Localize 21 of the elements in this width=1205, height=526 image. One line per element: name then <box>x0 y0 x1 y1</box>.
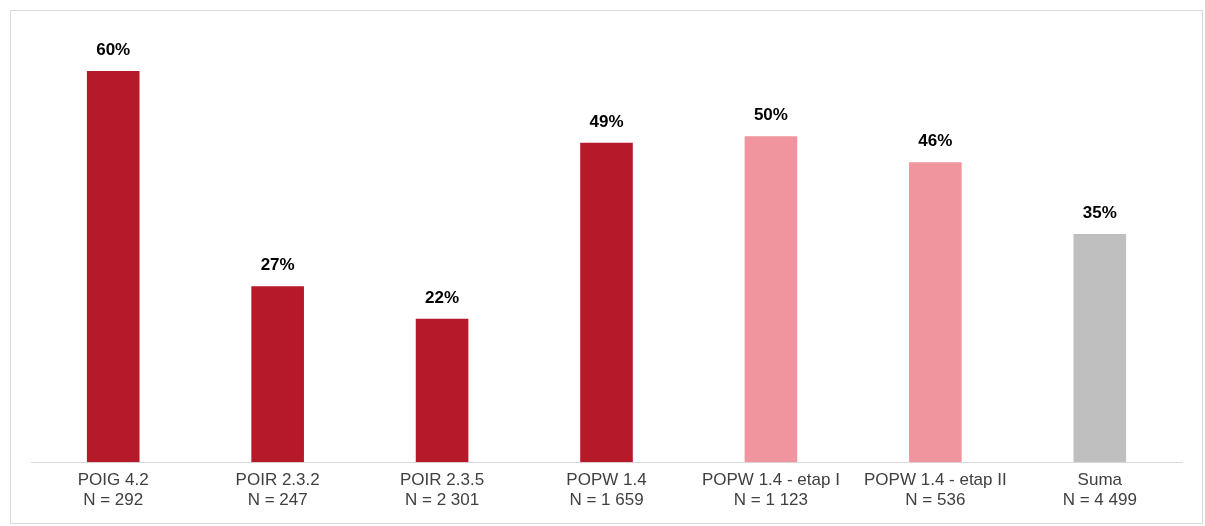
data-label: 50% <box>753 105 788 125</box>
bar <box>744 136 798 463</box>
x-tick-label: POIG 4.2 N = 292 <box>77 470 149 510</box>
data-label: 49% <box>589 111 624 131</box>
bar <box>415 318 469 463</box>
bar <box>1073 234 1127 463</box>
x-tick-label: Suma N = 4 499 <box>1062 470 1137 510</box>
data-label: 35% <box>1082 203 1117 223</box>
data-label: 27% <box>260 255 295 275</box>
data-label: 22% <box>425 287 460 307</box>
data-label: 46% <box>918 131 953 151</box>
x-tick-label: POIR 2.3.2 N = 247 <box>235 470 320 510</box>
x-tick-label: POPW 1.4 N = 1 659 <box>566 470 647 510</box>
x-tick-label: POPW 1.4 - etap II N = 536 <box>864 470 1007 510</box>
bar <box>580 142 633 463</box>
x-tick-label: POIR 2.3.5 N = 2 301 <box>400 470 485 510</box>
x-tick-label: POPW 1.4 - etap I N = 1 123 <box>701 470 840 510</box>
bar <box>86 71 140 463</box>
bar <box>909 162 962 463</box>
data-label: 60% <box>96 40 131 60</box>
bar <box>251 286 304 463</box>
